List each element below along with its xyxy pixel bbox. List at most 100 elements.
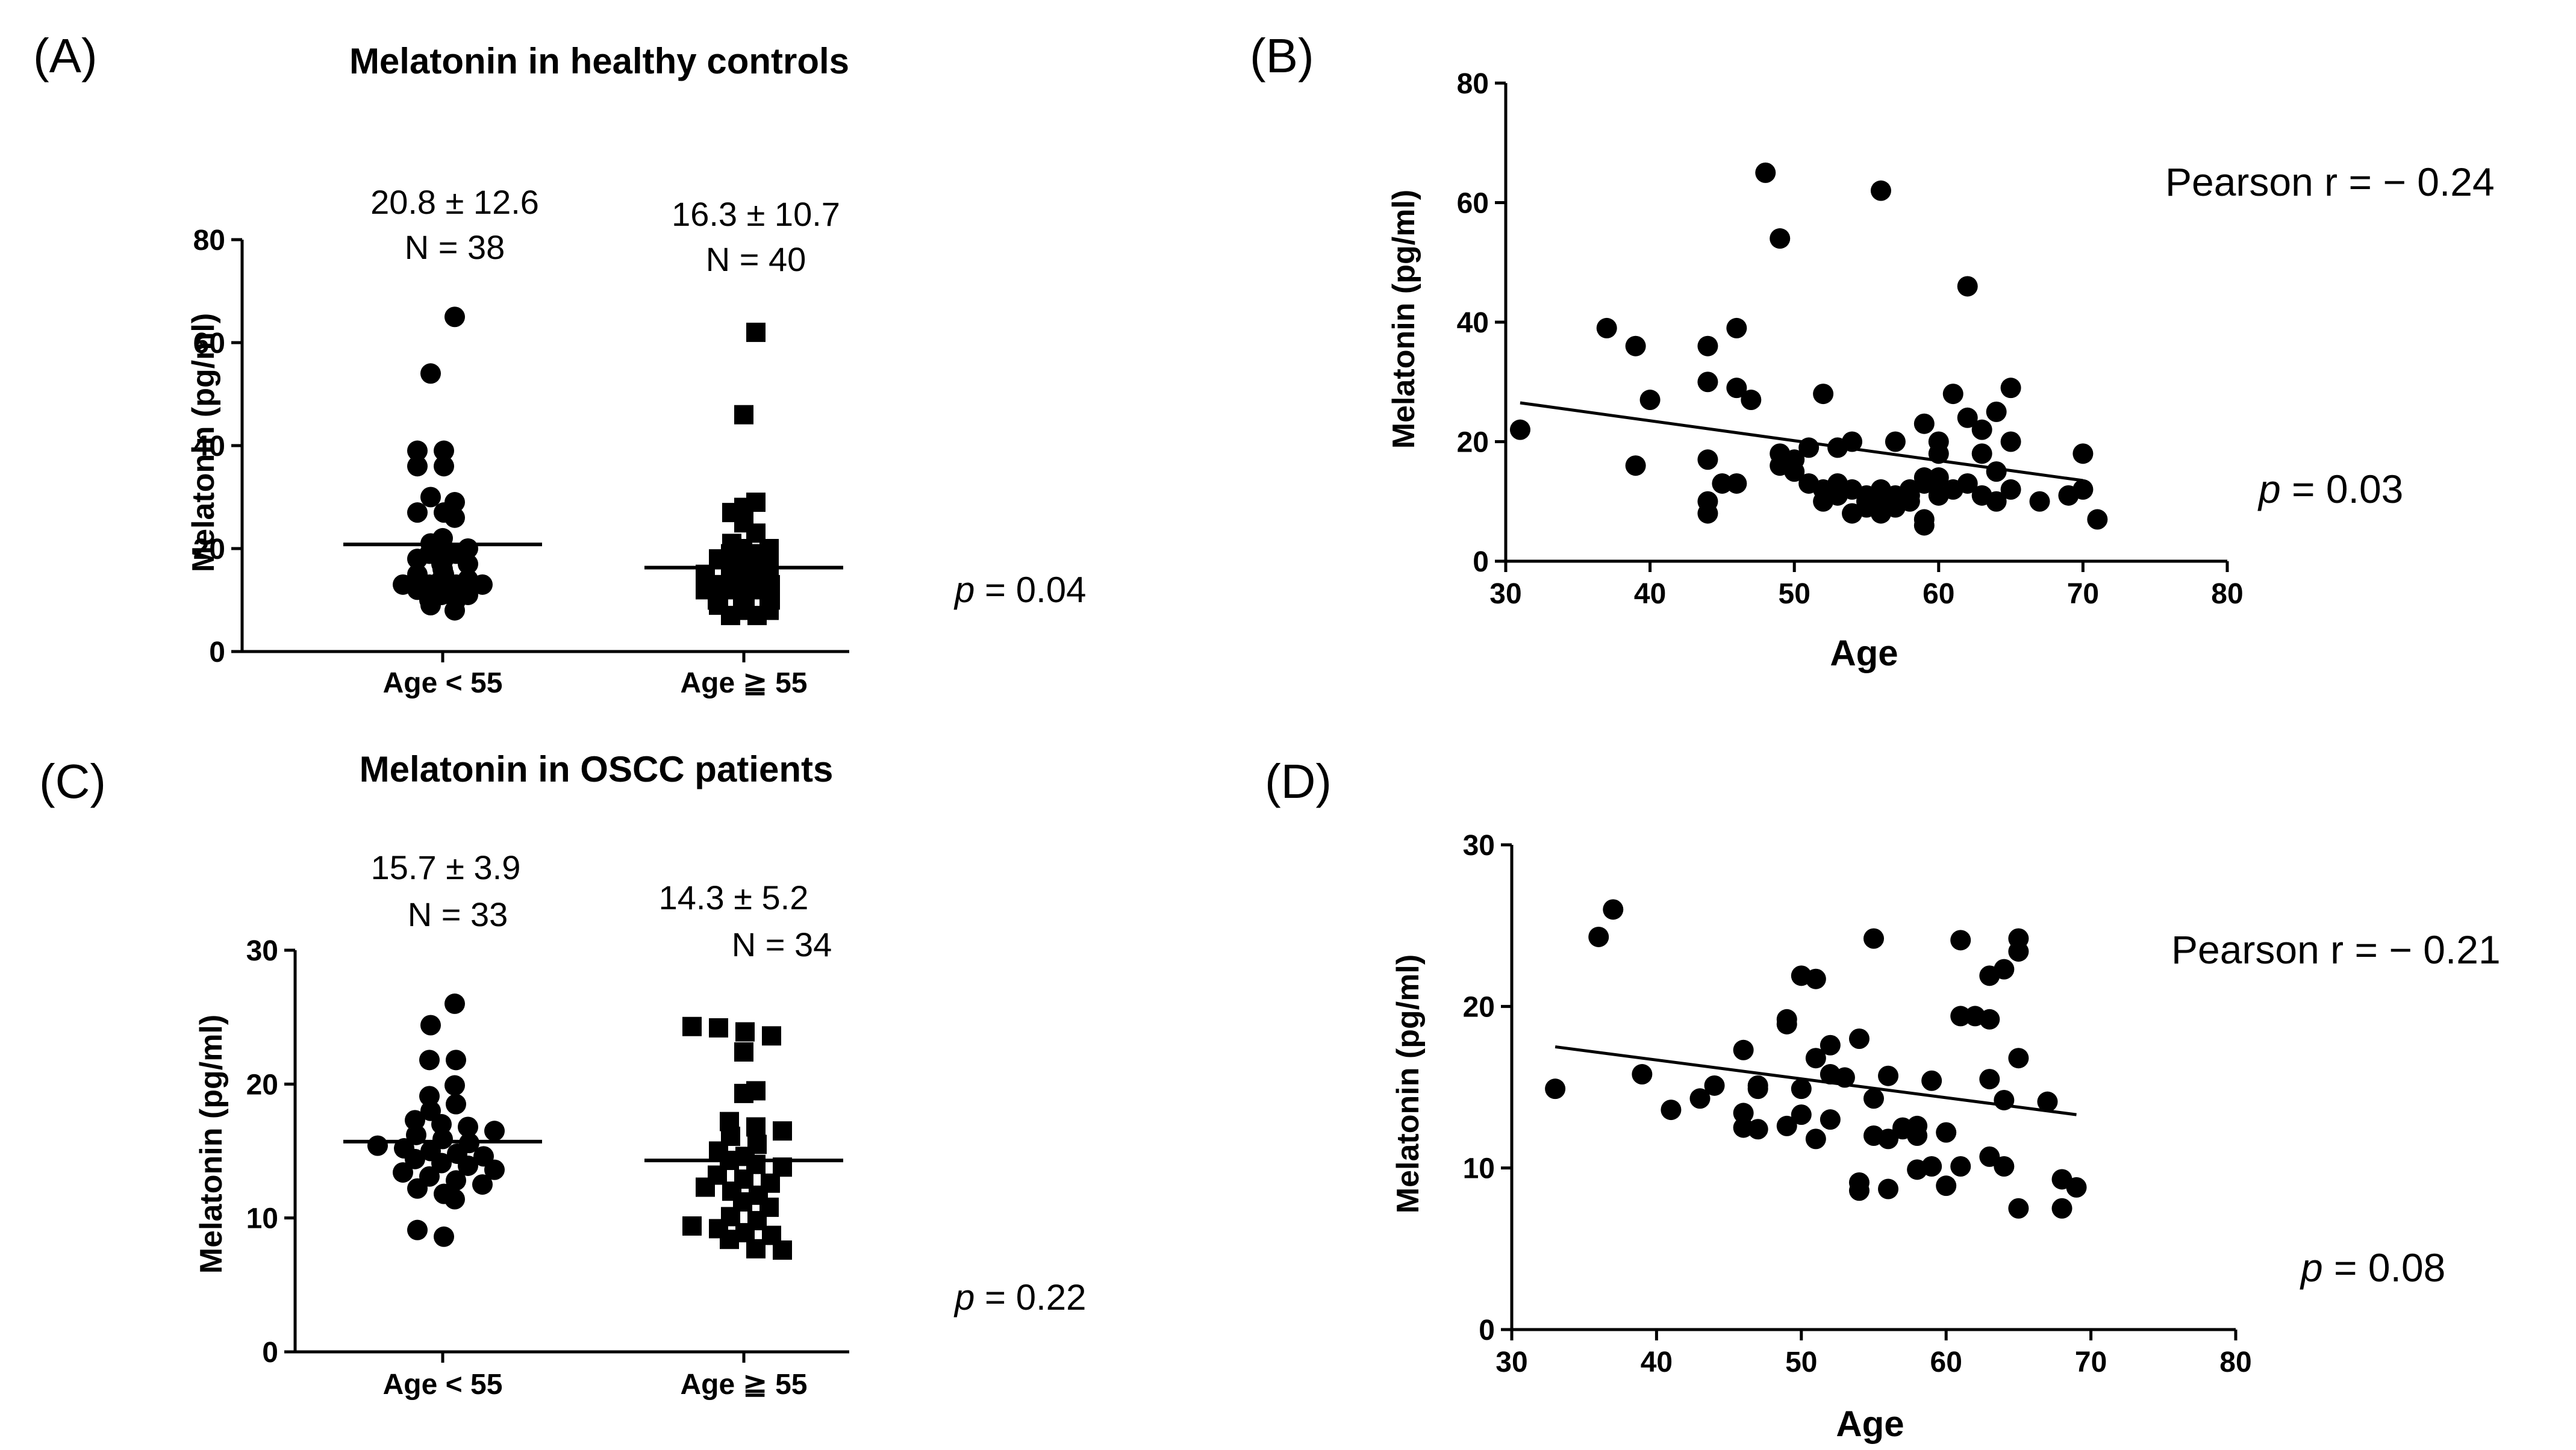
group-n-label: N = 38 <box>405 228 505 266</box>
data-point <box>2000 479 2021 500</box>
data-point <box>2087 509 2108 530</box>
y-tick-label: 60 <box>1457 188 1489 220</box>
data-point <box>1689 1088 1711 1109</box>
y-tick-label: 20 <box>246 1069 278 1101</box>
data-point <box>1957 407 1978 428</box>
axes: 0 20 40 60 80 <box>193 225 849 668</box>
data-point <box>1986 401 2007 422</box>
category-label: Age ≧ 55 <box>681 667 808 699</box>
data-point <box>1697 503 1718 524</box>
data-point <box>2000 378 2021 399</box>
data-point <box>1755 162 1776 183</box>
category-label: Age ≧ 55 <box>681 1369 808 1401</box>
trend-line <box>1520 401 2083 482</box>
data-point <box>431 1153 452 1174</box>
data-point <box>1936 1122 1957 1143</box>
data-point <box>484 1159 505 1180</box>
data-point <box>458 553 478 574</box>
data-point <box>1741 390 1762 411</box>
chart-title: Melatonin in OSCC patients <box>360 749 834 789</box>
y-tick-label: 40 <box>193 431 225 462</box>
data-point <box>1971 443 1992 464</box>
data-point <box>1776 1115 1797 1136</box>
data-point <box>484 1121 505 1142</box>
y-tick-label: 30 <box>246 935 278 967</box>
data-marks <box>343 993 843 1260</box>
data-point <box>1957 276 1978 297</box>
x-tick-label: 80 <box>2211 578 2243 610</box>
data-point <box>746 322 766 342</box>
panel-d: (D) Melatonin (pg/ml) Age Pearson r = − … <box>1265 755 2501 1444</box>
data-point <box>434 456 454 477</box>
data-point <box>734 1083 753 1103</box>
data-point <box>393 1162 413 1183</box>
data-point <box>420 1015 441 1036</box>
data-point <box>1697 449 1718 470</box>
data-point <box>407 1219 428 1240</box>
data-point <box>734 1042 753 1062</box>
data-point <box>434 440 454 461</box>
data-point <box>1805 968 1826 989</box>
y-tick-label: 20 <box>1457 427 1489 459</box>
data-point <box>1885 431 1906 452</box>
y-tick-label: 60 <box>193 328 225 359</box>
data-point <box>1639 390 1661 411</box>
panel-b: (B) Melatonin (pg/ml) Age Pearson r = − … <box>1250 29 2495 673</box>
data-point <box>1950 1156 1971 1177</box>
data-point <box>773 1121 792 1141</box>
data-point <box>444 600 465 621</box>
data-point <box>746 1117 766 1137</box>
data-point <box>1661 1100 1682 1121</box>
data-point <box>444 1189 465 1210</box>
data-point <box>407 549 428 570</box>
y-tick-label: 80 <box>193 225 225 257</box>
data-point <box>405 1148 425 1169</box>
data-point <box>446 1170 466 1191</box>
axes: 0 20 40 60 80 30 40 50 60 70 80 <box>1457 68 2244 610</box>
panel-label: (A) <box>33 29 98 82</box>
data-point <box>1899 491 1920 512</box>
data-point <box>1820 1035 1841 1056</box>
data-point <box>1632 1064 1653 1085</box>
data-point <box>1697 335 1718 356</box>
y-tick-label: 0 <box>209 636 225 668</box>
x-tick-label: 80 <box>2219 1346 2251 1378</box>
y-axis-label: Melatonin (pg/ml) <box>1391 954 1426 1213</box>
data-point <box>420 487 441 508</box>
data-point <box>746 1239 766 1259</box>
panel-c: (C) Melatonin in OSCC patients 15.7 ± 3.… <box>39 749 1087 1401</box>
data-point <box>1863 928 1884 949</box>
x-tick-label: 60 <box>1930 1346 1962 1378</box>
data-point <box>1726 317 1747 338</box>
data-point <box>1921 1070 1942 1091</box>
data-point <box>1747 1119 1768 1140</box>
group-n-label: N = 34 <box>732 926 832 963</box>
data-point <box>2000 431 2021 452</box>
data-point <box>1603 899 1624 920</box>
data-point <box>420 595 441 616</box>
data-point <box>434 1226 454 1247</box>
data-point <box>1545 1078 1566 1100</box>
x-axis-label: Age <box>1830 633 1898 673</box>
axes: 0 10 20 30 <box>246 935 849 1369</box>
y-tick-label: 80 <box>1457 68 1489 100</box>
data-point <box>1928 467 1949 488</box>
data-point <box>1848 1028 1870 1049</box>
y-tick-label: 20 <box>1463 991 1495 1023</box>
y-tick-label: 40 <box>1457 307 1489 339</box>
data-point <box>1805 1048 1826 1069</box>
data-point <box>1950 1006 1971 1027</box>
data-point <box>735 1022 755 1042</box>
data-point <box>1979 1146 2000 1167</box>
group-n-label: N = 33 <box>408 895 508 933</box>
data-point <box>1979 1009 2000 1030</box>
group-stat-line1: 14.3 ± 5.2 <box>659 879 809 916</box>
x-tick-label: 50 <box>1779 578 1810 610</box>
data-point <box>446 1050 466 1071</box>
data-point <box>472 1174 493 1195</box>
x-tick-label: 30 <box>1495 1346 1527 1378</box>
y-tick-label: 20 <box>193 534 225 565</box>
x-tick-label: 50 <box>1785 1346 1817 1378</box>
group-stat-line1: 16.3 ± 10.7 <box>672 195 840 233</box>
panel-a: (A) Melatonin in healthy controls 20.8 ±… <box>33 29 1087 699</box>
